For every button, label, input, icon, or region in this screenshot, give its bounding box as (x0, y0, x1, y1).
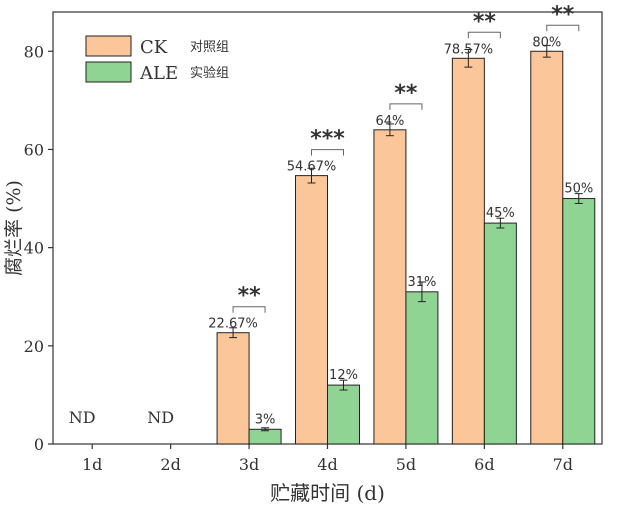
significance-bracket (232, 306, 266, 313)
y-tick-label: 60 (24, 140, 44, 159)
y-tick-label: 80 (24, 42, 44, 61)
data-label-ale: 45% (486, 206, 515, 221)
y-tick-label: 40 (24, 239, 44, 258)
significance-stars: ** (238, 284, 262, 309)
data-label-ck: 54.67% (287, 160, 337, 175)
x-axis-title: 贮藏时间 (d) (270, 481, 385, 505)
significance-bracket (546, 24, 580, 32)
data-label-ale: 12% (329, 368, 358, 383)
bar-ale (327, 384, 360, 445)
bar-ck (530, 50, 564, 445)
y-axis-title: 腐烂率 (%) (3, 180, 25, 276)
nd-label: ND (69, 408, 96, 427)
significance-bracket (311, 149, 344, 156)
data-label-ck: 22.67% (208, 317, 258, 332)
bar-ale (562, 198, 596, 445)
x-tick-label: 1d (82, 455, 102, 474)
x-tick-label: 6d (474, 455, 494, 474)
data-label-ale: 50% (564, 182, 593, 197)
legend-label-ck: CK (140, 37, 168, 58)
x-tick-label: 2d (160, 455, 180, 474)
legend-swatch-ck (85, 35, 132, 57)
x-tick-label: 4d (317, 455, 337, 474)
data-label-ale: 3% (255, 412, 276, 427)
nd-label: ND (147, 408, 174, 427)
data-label-ck: 80% (532, 35, 561, 50)
legend-label-cn-ale: 实验组 (190, 65, 229, 81)
significance-stars: ** (394, 81, 418, 106)
legend-label-ale: ALE (139, 63, 178, 84)
bar-ck (373, 129, 407, 445)
significance-stars: *** (310, 127, 345, 152)
bar-ck (216, 332, 250, 445)
x-tick-label: 7d (553, 455, 573, 474)
legend-swatch-ale (85, 61, 132, 83)
data-label-ale: 31% (407, 275, 436, 290)
significance-bracket (467, 31, 501, 39)
significance-bracket (389, 103, 423, 110)
bar-ck (295, 175, 328, 445)
data-label-ck: 78.57% (444, 42, 494, 57)
legend-label-cn-ck: 对照组 (190, 40, 229, 55)
bar-ale (405, 291, 439, 445)
bar-ale (248, 428, 282, 445)
x-tick-label: 5d (396, 455, 416, 474)
bar-ale (483, 222, 517, 445)
data-label-ck: 64% (375, 114, 404, 129)
significance-stars: ** (551, 2, 575, 27)
y-tick-label: 0 (34, 435, 44, 454)
y-tick-label: 20 (24, 337, 44, 356)
bar-ck (451, 57, 485, 445)
x-tick-label: 3d (239, 455, 259, 474)
significance-stars: ** (473, 9, 497, 34)
